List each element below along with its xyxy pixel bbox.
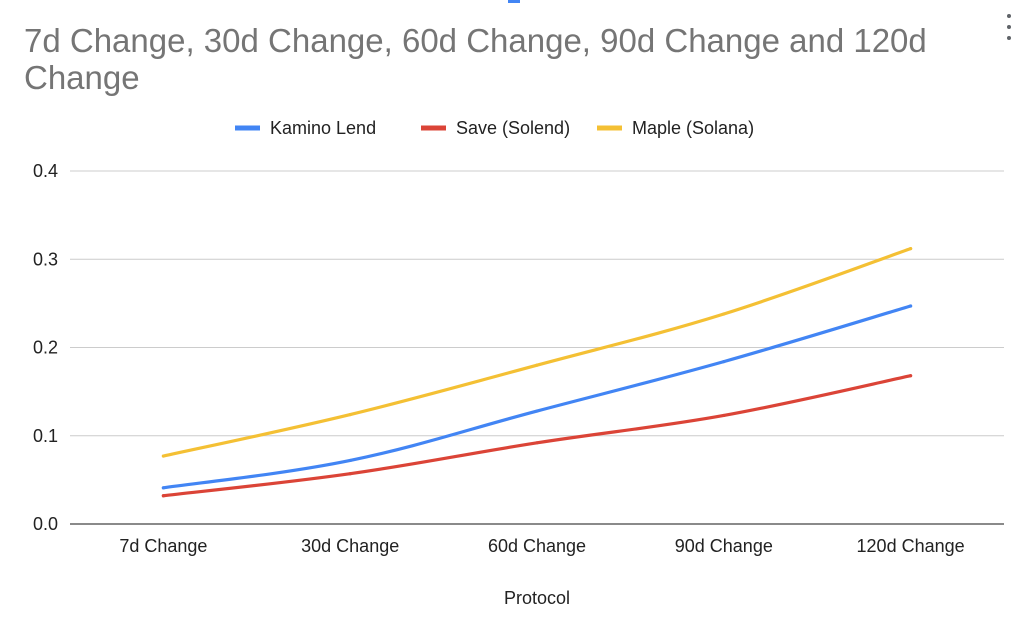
top-edge-marker	[508, 0, 520, 3]
data-point	[161, 454, 165, 458]
x-tick-label: 7d Change	[119, 536, 207, 556]
data-point	[348, 412, 352, 417]
data-point	[722, 312, 726, 316]
legend-label[interactable]: Save (Solend)	[456, 118, 570, 138]
series-line	[161, 304, 913, 490]
x-tick-label: 60d Change	[488, 536, 586, 556]
legend-label[interactable]: Maple (Solana)	[632, 118, 754, 138]
x-tick-label: 30d Change	[301, 536, 399, 556]
chart-title: 7d Change, 30d Change, 60d Change, 90d C…	[24, 22, 927, 96]
y-tick-label: 0.2	[33, 338, 58, 358]
more-vert-icon[interactable]	[1000, 12, 1018, 42]
y-tick-label: 0.1	[33, 426, 58, 446]
legend-label[interactable]: Kamino Lend	[270, 118, 376, 138]
data-point	[909, 247, 913, 251]
y-tick-label: 0.0	[33, 514, 58, 534]
data-point	[535, 363, 539, 367]
x-tick-label: 90d Change	[675, 536, 773, 556]
data-point	[535, 409, 539, 413]
data-point	[161, 486, 165, 490]
series-line	[161, 247, 913, 458]
y-tick-label: 0.4	[33, 161, 58, 181]
x-axis-title: Protocol	[504, 588, 570, 608]
menu-dot	[1007, 36, 1011, 40]
data-point	[722, 360, 726, 364]
data-point	[535, 441, 539, 445]
x-tick-label: 120d Change	[857, 536, 965, 556]
y-tick-label: 0.3	[33, 249, 58, 269]
menu-dot	[1007, 25, 1011, 29]
data-point	[909, 304, 913, 308]
data-point	[161, 494, 165, 498]
menu-dot	[1007, 14, 1011, 18]
data-point	[348, 458, 352, 463]
data-point	[722, 413, 726, 418]
data-point	[348, 472, 352, 476]
data-point	[909, 374, 913, 378]
